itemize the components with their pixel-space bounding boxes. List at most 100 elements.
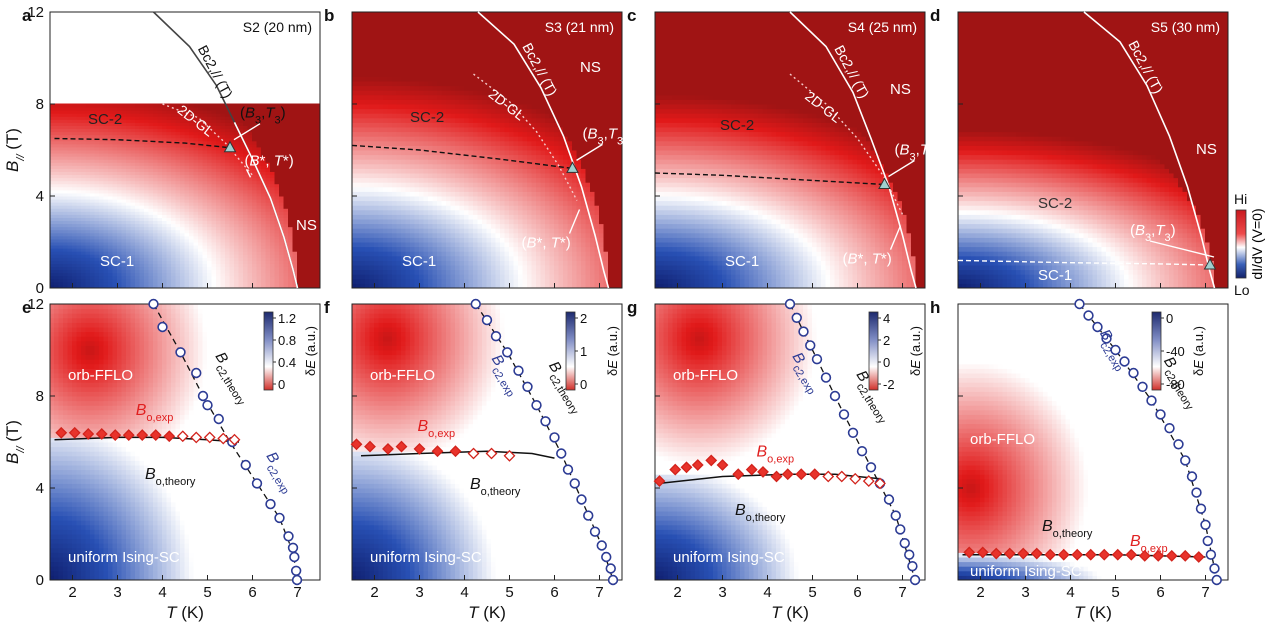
bc2-exp-point (513, 365, 524, 376)
sample-label: S5 (30 nm) (1151, 19, 1220, 35)
sc2-label: SC-2 (720, 117, 754, 134)
bstar-label: (B*, T*) (522, 235, 571, 252)
panel-letter: g (627, 298, 637, 317)
orb-fflo-label: orb-FFLO (673, 367, 738, 384)
bo-theory-label: Bo,theory (735, 502, 786, 524)
bc2-exp-point (562, 464, 574, 475)
colorbar-tick-label: 0 (883, 355, 890, 370)
colorbar (868, 311, 879, 391)
bo-exp-point (1152, 549, 1165, 562)
y-tick-label: 0 (36, 572, 44, 589)
bo-exp-point (669, 463, 682, 476)
bo-exp-point (55, 426, 68, 439)
bo-exp-point (136, 429, 149, 442)
bo-theory-line (54, 436, 240, 443)
bo-exp-point (849, 472, 862, 485)
x-tick-label: 4 (1066, 584, 1074, 601)
x-axis-label: T (K) (1074, 603, 1112, 622)
bo-exp-point (122, 429, 135, 442)
bc2-exp-point (1200, 519, 1211, 530)
ns-label: NS (890, 81, 911, 98)
bc2-exp-point (240, 459, 251, 471)
panel-letter: h (930, 298, 940, 317)
bo-exp-point (1165, 549, 1178, 562)
panel-c: cS4 (25 nm)Bc2,// (T)2D-GL(B3,T3)(B*, T*… (627, 6, 940, 289)
bo-exp-point (364, 440, 376, 453)
top-colorbar-bar (1235, 209, 1247, 279)
colorbar-tick-label: 1 (580, 344, 587, 359)
map-f (352, 304, 622, 580)
bc2-exp-point (290, 565, 302, 576)
bc2-exp-point (1119, 356, 1130, 367)
bo-exp-point (745, 463, 758, 476)
bc2-exp-point (1155, 409, 1166, 420)
bc2-line-label: Bc2,// (T) (195, 42, 236, 100)
panel-e: 2 3 4 5 6 7 0 4 8 12e B// (T) T (K) orb-FFLO uniform … (3, 296, 321, 622)
ns-label: NS (1196, 141, 1217, 158)
bc2-exp-point (1205, 549, 1217, 560)
bo-exp-point (874, 477, 886, 490)
x-tick-label: 5 (505, 584, 513, 601)
colorbar-label: δE (a.u.) (303, 326, 318, 376)
ns-label: NS (296, 217, 317, 234)
bo-exp-point (1071, 548, 1084, 561)
x-tick-label: 5 (203, 584, 211, 601)
bc2-exp-point (556, 448, 567, 459)
bo-exp-label: Bo,exp (136, 402, 174, 424)
bo-exp-point (1030, 547, 1043, 560)
bc2-exp-point (883, 494, 895, 505)
gl-line (789, 73, 904, 215)
uniform-ising-label: uniform Ising-SC (970, 563, 1082, 580)
plot-frame (351, 11, 623, 289)
colorbar-label: δE (a.u.) (908, 326, 923, 376)
bc2-exp-point (798, 326, 809, 337)
b3t3-marker (1203, 257, 1217, 270)
y-tick-label: 0 (36, 280, 44, 297)
bo-exp-point (990, 547, 1003, 560)
x-axis-label: T (K) (771, 603, 809, 622)
bo-dashed-line (654, 172, 885, 186)
bc2-exp-point (522, 381, 533, 392)
gl-line (473, 73, 578, 201)
colorbar-tick-label: 2 (580, 311, 587, 326)
bo-exp-point (835, 470, 848, 483)
colorbar-tick-label: 0 (278, 377, 285, 392)
uniform-ising-label: uniform Ising-SC (370, 549, 482, 566)
bo-dashed-line (54, 137, 231, 149)
top-colorbar: Hi Lo dI/dV (V=0) (1234, 191, 1265, 298)
bo-exp-point (1098, 548, 1111, 561)
bstar-arrow (568, 209, 581, 234)
bc2-exp-point (1191, 487, 1202, 498)
x-tick-label: 2 (68, 584, 76, 601)
y-tick-label: 8 (36, 388, 44, 405)
bo-exp-point (1084, 548, 1097, 561)
bc2-exp-point (274, 512, 285, 524)
bc2-exp-point (1186, 471, 1198, 482)
bc2-exp-point (1164, 423, 1175, 434)
bc2-exp-point (890, 510, 901, 521)
bc2-exp-point (1180, 455, 1191, 466)
bstar-label: (B*, T*) (843, 251, 892, 268)
map-b (352, 12, 622, 288)
orb-fflo-label: orb-FFLO (970, 431, 1035, 448)
bc2-exp-point (907, 560, 918, 572)
bo-exp-point (1138, 549, 1151, 562)
bc2-exp-point (531, 400, 542, 411)
panel-b: bS3 (21 nm)Bc2,// (T)2D-GL(B3,T3)(B*, T*… (324, 6, 628, 289)
bc2-exp-point (1146, 395, 1157, 406)
bc2-exp-point (596, 540, 607, 551)
plot-frame (49, 11, 321, 289)
bc2-exp-point (829, 390, 841, 402)
bo-exp-point (862, 475, 875, 488)
bstar-arrow (889, 225, 902, 250)
colorbar-tick-label: 0 (1166, 311, 1173, 326)
bc2-exp-point (287, 542, 299, 553)
x-tick-label: 5 (1111, 584, 1119, 601)
bo-exp-point (413, 442, 426, 455)
bo-exp-point (1017, 547, 1030, 560)
panel-g: 2 3 4 5 6 7 g T (K) orb-FFLO uniform Ising-SC Bo,e… (627, 298, 926, 622)
sc2-label: SC-2 (88, 111, 122, 128)
bo-exp-point (68, 426, 81, 439)
bc2-exp-point (191, 367, 202, 379)
bc2-exp-point (576, 494, 587, 505)
